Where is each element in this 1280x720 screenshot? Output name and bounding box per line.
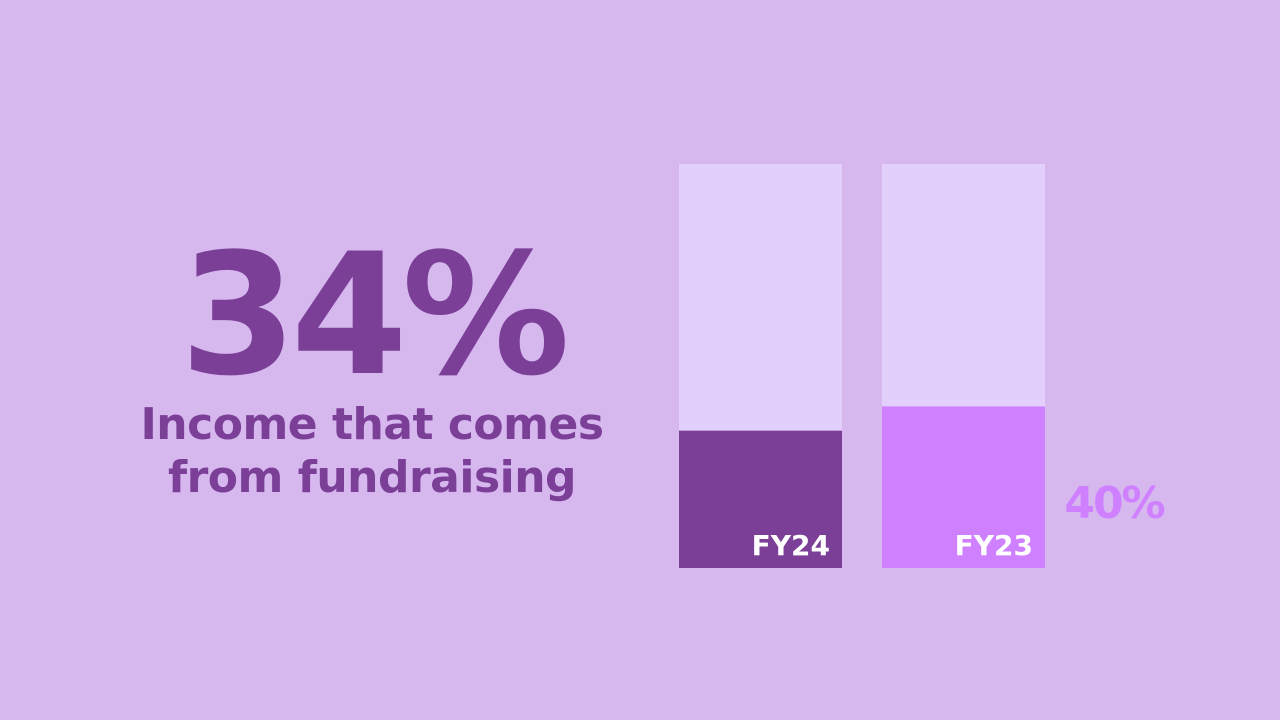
bar	[882, 406, 1045, 568]
category-label: FY23	[955, 529, 1033, 562]
bar	[679, 430, 842, 568]
caption: Income that comes from fundraising	[140, 399, 604, 503]
category-label: FY24	[752, 529, 830, 562]
value-label: 40%	[1064, 478, 1164, 529]
headline-value: 34%	[180, 217, 565, 413]
